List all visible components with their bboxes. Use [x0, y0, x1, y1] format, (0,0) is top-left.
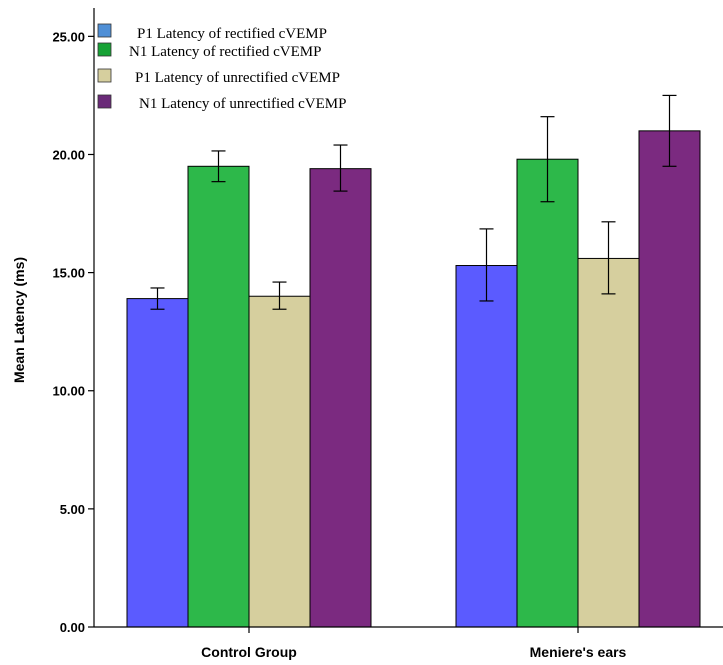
- error-bar: [272, 281, 287, 310]
- legend-swatch: [97, 94, 112, 109]
- bar: [577, 257, 640, 628]
- bar: [638, 130, 701, 628]
- error-bar: [333, 144, 348, 192]
- y-tick-label: 0.00: [60, 620, 85, 635]
- legend-item: N1 Latency of rectified cVEMP: [97, 42, 321, 60]
- error-bar: [601, 221, 616, 295]
- y-tick-label: 10.00: [52, 384, 85, 399]
- error-bar: [211, 150, 226, 183]
- legend-label: P1 Latency of rectified cVEMP: [137, 26, 327, 42]
- legend-label: N1 Latency of rectified cVEMP: [129, 44, 321, 60]
- legend: P1 Latency of rectified cVEMP N1 Latency …: [97, 23, 346, 112]
- legend-label: P1 Latency of unrectified cVEMP: [135, 70, 340, 86]
- legend-swatch: [97, 68, 112, 83]
- y-tick-label: 15.00: [52, 266, 85, 281]
- y-axis-title: Mean Latency (ms): [11, 257, 27, 383]
- bar: [455, 265, 518, 628]
- legend-swatch: [97, 42, 112, 57]
- legend-swatch: [97, 23, 112, 38]
- bar: [516, 158, 579, 628]
- y-tick-label: 5.00: [60, 502, 85, 517]
- y-tick-label: 25.00: [52, 29, 85, 44]
- x-tick-label: Control Group: [201, 644, 297, 660]
- legend-item: P1 Latency of unrectified cVEMP: [97, 68, 340, 86]
- y-ticks: 0.00 5.00 10.00 15.00 20.00 25.00: [52, 29, 94, 635]
- bar: [309, 168, 372, 628]
- bar: [248, 295, 311, 628]
- x-ticks: Control Group Meniere's ears: [201, 627, 627, 660]
- error-bar: [150, 287, 165, 310]
- y-tick-label: 20.00: [52, 147, 85, 162]
- bars-layer: [126, 94, 701, 628]
- legend-item: N1 Latency of unrectified cVEMP: [97, 94, 346, 112]
- legend-item: P1 Latency of rectified cVEMP: [97, 23, 327, 42]
- legend-label: N1 Latency of unrectified cVEMP: [139, 96, 346, 112]
- error-bar: [479, 228, 494, 302]
- error-bar: [540, 116, 555, 203]
- error-bar: [662, 94, 677, 167]
- x-tick-label: Meniere's ears: [530, 644, 627, 660]
- bar: [126, 298, 189, 628]
- bar: [187, 165, 250, 628]
